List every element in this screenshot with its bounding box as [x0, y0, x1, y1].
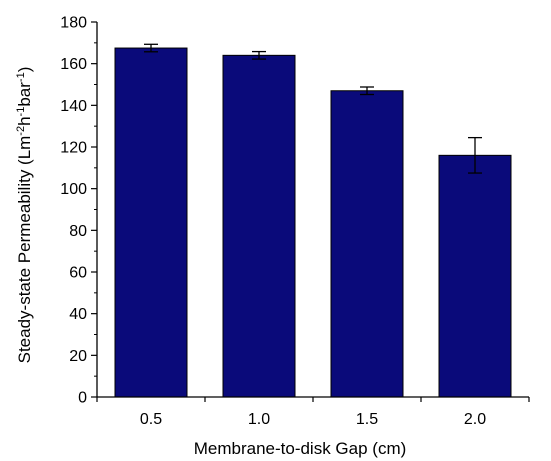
- y-axis-title-sup3: -1: [15, 72, 27, 82]
- y-tick-label: 0: [78, 390, 87, 407]
- bar: [222, 54, 296, 398]
- y-tick-label: 120: [60, 140, 87, 157]
- y-tick-label: 20: [69, 348, 87, 365]
- y-tick-label: 180: [60, 15, 87, 32]
- y-tick-label: 40: [69, 306, 87, 323]
- y-axis-title-sup2: -1: [15, 107, 27, 117]
- bar: [330, 90, 404, 398]
- axes: 0 20 40 60 80 100 120 140 160 180 0.5 1.0 1.5 2.0: [60, 15, 530, 428]
- y-tick-label: 100: [60, 181, 87, 198]
- plot-area: [114, 43, 512, 398]
- y-tick-label: 80: [69, 223, 87, 240]
- x-tick-label: 0.5: [140, 411, 162, 428]
- x-axis-title: Membrane-to-disk Gap (cm): [194, 439, 407, 458]
- y-axis-title-mid1: h: [15, 116, 34, 125]
- y-axis-title-suffix: ): [15, 67, 34, 73]
- y-tick-label: 140: [60, 98, 87, 115]
- x-tick-label: 1.0: [248, 411, 270, 428]
- y-axis-title-prefix: Steady-state Permeability (Lm: [15, 136, 34, 364]
- y-axis-title-mid2: bar: [15, 82, 34, 107]
- bar: [438, 154, 512, 398]
- x-tick-label: 2.0: [464, 411, 486, 428]
- x-tick-label: 1.5: [356, 411, 378, 428]
- bar: [114, 47, 188, 398]
- y-tick-label: 60: [69, 265, 87, 282]
- y-tick-label: 160: [60, 56, 87, 73]
- y-axis-title-sup1: -2: [15, 126, 27, 136]
- y-axis-title: Steady-state Permeability (Lm-2h-1bar-1): [15, 67, 34, 364]
